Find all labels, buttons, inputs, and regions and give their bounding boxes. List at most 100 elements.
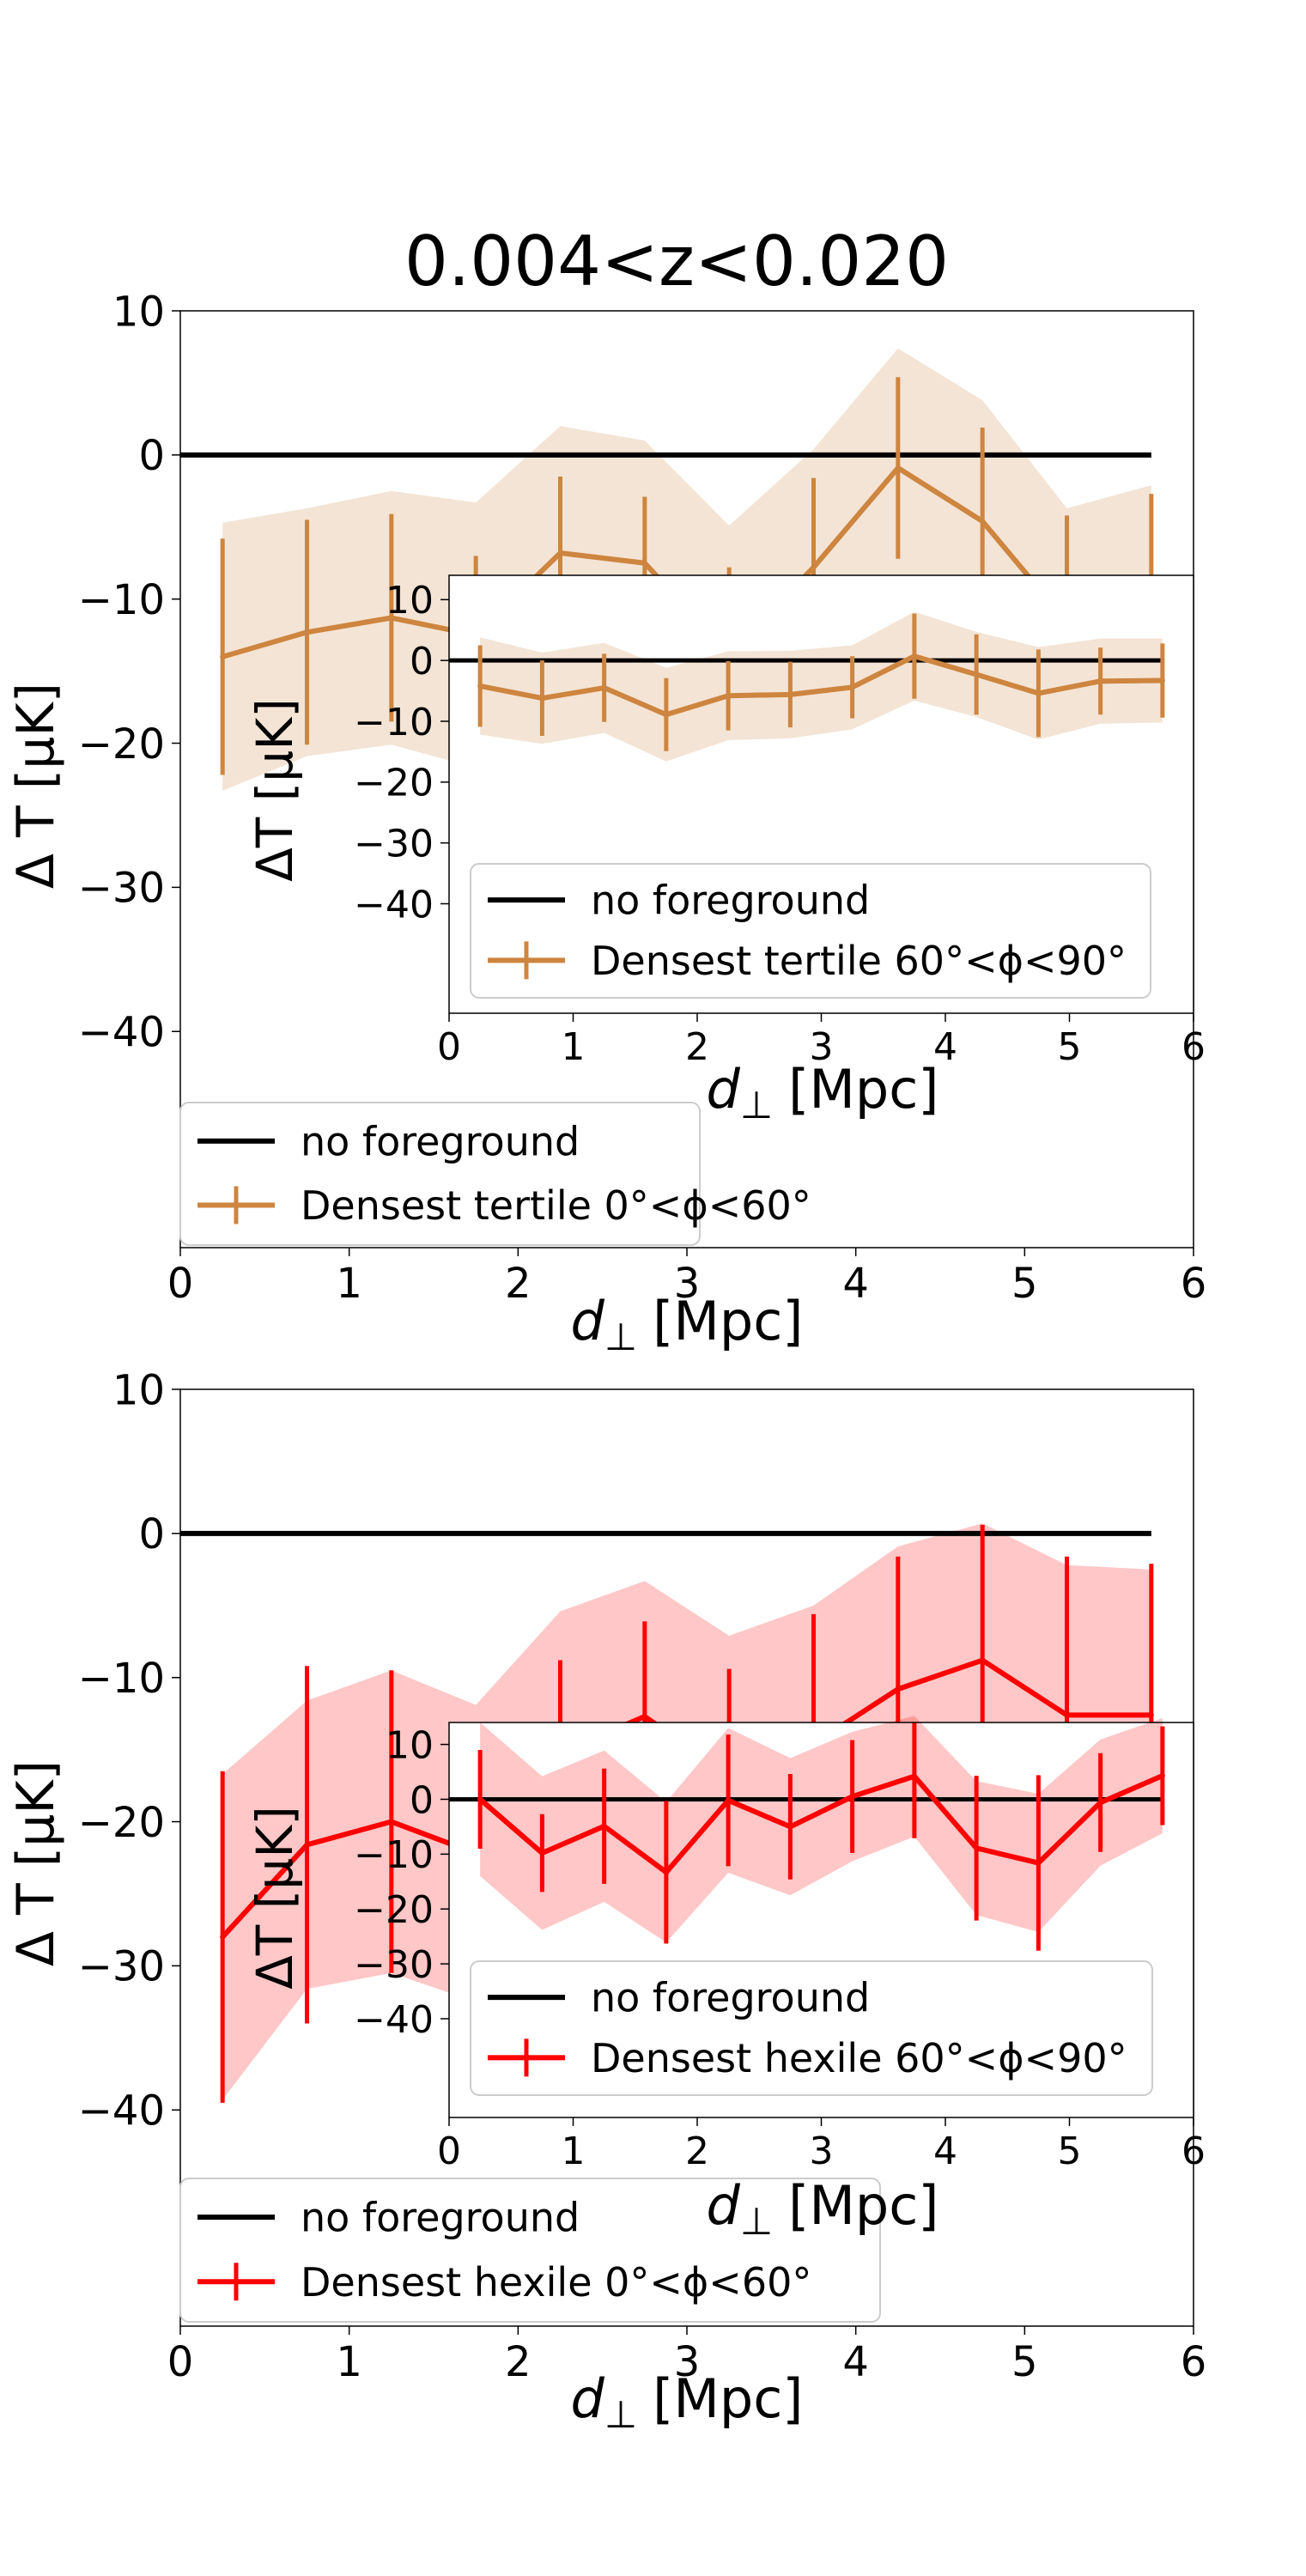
x-tick-label: 2 — [505, 2338, 532, 2386]
data-point — [974, 671, 980, 677]
y-tick-label: −40 — [354, 883, 434, 927]
y-tick-label: −40 — [78, 2087, 165, 2136]
x-tick-label: 1 — [336, 2338, 362, 2386]
data-point — [911, 653, 917, 659]
legend-box — [179, 2178, 881, 2323]
x-tick-label: 2 — [505, 1260, 532, 1308]
x-axis-label-subscript: ⊥ — [740, 2200, 773, 2244]
legend-box — [470, 863, 1151, 999]
y-tick-label: −10 — [78, 1655, 165, 1703]
x-tick-label: 5 — [1011, 2338, 1038, 2386]
x-tick-label: 1 — [562, 1025, 586, 1069]
x-tick-label: 0 — [437, 2129, 461, 2173]
x-tick-label: 0 — [167, 2338, 194, 2386]
x-axis-label-unit: [Mpc] — [653, 2367, 803, 2430]
y-tick-label: 0 — [138, 432, 165, 480]
x-tick-label: 6 — [1181, 1025, 1206, 1069]
data-point — [304, 629, 310, 635]
data-point — [849, 684, 855, 690]
x-tick-label: 3 — [674, 1260, 701, 1308]
data-point — [1036, 1860, 1042, 1866]
data-point — [980, 519, 986, 525]
x-tick-label: 3 — [810, 1025, 834, 1069]
data-point — [1036, 690, 1042, 696]
panel-bottom-inset: 0 1 2 3 4 5 6 10 0 −10 −20 −30 −40 ΔT [μK] d⊥ [Mpc] no f… — [246, 1716, 1206, 2244]
x-axis-label: d⊥ [Mpc] — [706, 1058, 938, 1127]
data-point — [601, 1823, 607, 1829]
data-point — [974, 1845, 980, 1851]
y-tick-label: −30 — [78, 1943, 165, 1991]
data-point — [641, 1714, 647, 1720]
y-tick-label: 0 — [410, 640, 434, 683]
data-point — [726, 1797, 732, 1803]
x-axis-label-unit: [Mpc] — [788, 1058, 938, 1121]
x-tick-label: 0 — [437, 1025, 461, 1069]
y-tick-label: 0 — [410, 1778, 434, 1822]
y-axis-label: Δ T [μK] — [6, 683, 66, 889]
x-axis-label-subscript: ⊥ — [740, 1084, 773, 1127]
data-point — [663, 712, 669, 718]
figure-title: 0.004<z<0.020 — [404, 222, 949, 301]
y-tick-label: −30 — [78, 865, 165, 913]
data-point — [1148, 1712, 1154, 1718]
series-line — [479, 653, 1163, 718]
y-axis-label: ΔT [μK] — [246, 1806, 304, 1990]
y-tick-label: −30 — [354, 1943, 434, 1987]
x-tick-label: 5 — [1011, 1260, 1038, 1308]
y-tick-label: −20 — [78, 1799, 165, 1847]
data-point — [557, 550, 563, 556]
legend-label-series: Densest hexile 0°<ϕ<60° — [301, 2259, 811, 2306]
x-tick-label: 2 — [685, 2129, 709, 2173]
legend-label-series: Densest tertile 60°<ϕ<90° — [591, 938, 1127, 984]
legend-label-no-foreground: no foreground — [591, 878, 870, 924]
x-tick-label: 1 — [562, 2129, 586, 2173]
x-tick-label: 6 — [1181, 1260, 1207, 1308]
legend-box — [470, 1960, 1153, 2096]
data-point — [811, 564, 817, 570]
data-point — [980, 1657, 986, 1663]
data-point — [1159, 1772, 1165, 1778]
x-tick-label: 5 — [1058, 2129, 1082, 2173]
y-tick-label: −10 — [354, 1833, 434, 1877]
legend-label-series: Densest hexile 60°<ϕ<90° — [591, 2035, 1127, 2081]
x-tick-label: 1 — [336, 1260, 362, 1308]
data-point — [477, 683, 483, 689]
y-axis-label: ΔT [μK] — [246, 698, 304, 882]
x-tick-label: 4 — [933, 1025, 957, 1069]
y-tick-label: 0 — [138, 1510, 165, 1558]
x-axis-label-unit: [Mpc] — [788, 2174, 938, 2237]
data-point — [388, 1819, 394, 1825]
x-axis-label-symbol: d — [570, 2367, 604, 2430]
x-tick-label: 5 — [1058, 1025, 1082, 1069]
x-axis-label-symbol: d — [570, 1290, 604, 1352]
x-axis-label: d⊥ [Mpc] — [570, 2367, 803, 2437]
panel-top-inset: 0 1 2 3 4 5 6 10 0 −10 −20 −30 −40 ΔT [μK] d⊥ [Mpc] no f… — [246, 574, 1206, 1127]
data-point — [220, 1934, 226, 1940]
data-point — [663, 1869, 669, 1875]
y-tick-label: −20 — [354, 1888, 434, 1932]
y-tick-label: 10 — [112, 1366, 165, 1414]
data-point — [388, 615, 394, 621]
y-axis-label: Δ T [μK] — [6, 1760, 66, 1966]
x-tick-label: 4 — [842, 1260, 869, 1308]
y-tick-label: −40 — [354, 1998, 434, 2042]
x-axis-label-symbol: d — [706, 1058, 740, 1121]
x-tick-label: 4 — [933, 2129, 957, 2173]
data-point — [601, 685, 607, 691]
y-tick-label: −30 — [354, 823, 434, 866]
x-tick-label: 4 — [842, 2338, 869, 2386]
y-tick-label: −20 — [354, 762, 434, 805]
data-point — [895, 465, 901, 471]
data-point — [787, 691, 793, 697]
y-tick-label: −10 — [354, 701, 434, 744]
x-tick-label: 6 — [1181, 2338, 1207, 2386]
data-point — [787, 1824, 793, 1830]
legend-box — [179, 1102, 701, 1246]
x-axis-label-unit: [Mpc] — [653, 1290, 803, 1352]
x-axis-label-subscript: ⊥ — [604, 2393, 637, 2437]
data-point — [1064, 1712, 1070, 1718]
data-point — [911, 1773, 917, 1779]
data-point — [477, 1796, 483, 1802]
confidence-band — [480, 611, 1163, 762]
